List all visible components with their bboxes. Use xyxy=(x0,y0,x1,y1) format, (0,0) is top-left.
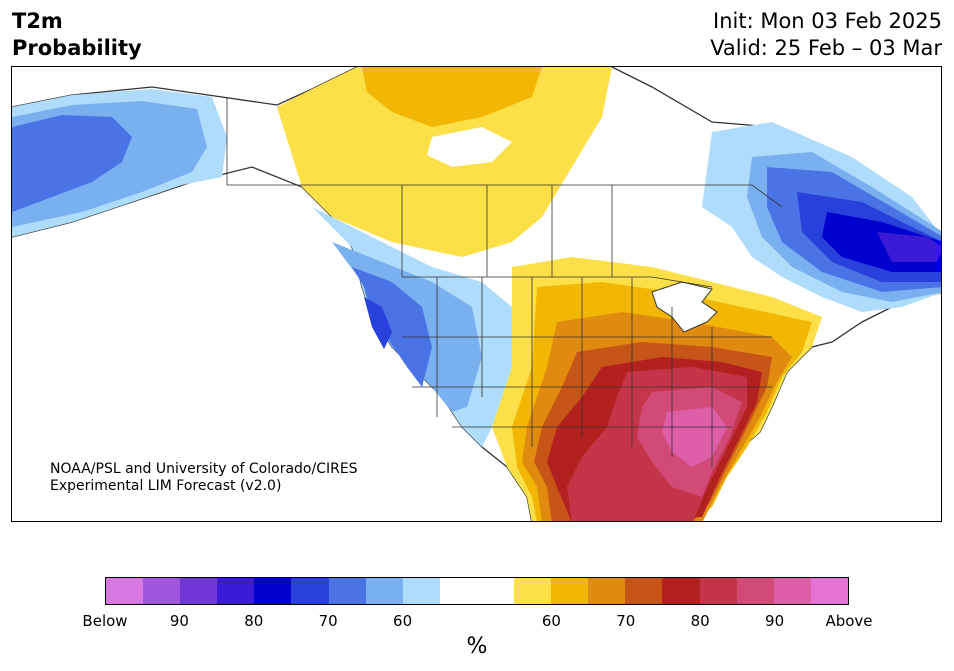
map-title: T2m Probability xyxy=(12,8,142,62)
probability-map: NOAA/PSL and University of Colorado/CIRE… xyxy=(11,66,942,522)
colorbar-segment xyxy=(773,578,811,604)
colorbar-tick-label: 90 xyxy=(765,612,785,630)
southeast-above-95 xyxy=(662,407,727,467)
colorbar-tick-label: Above xyxy=(825,612,873,630)
colorbar-segment xyxy=(365,578,403,604)
colorbar-segment xyxy=(810,578,848,604)
map-canvas xyxy=(12,67,941,521)
colorbar-segment xyxy=(106,578,144,604)
colorbar-segment xyxy=(699,578,737,604)
credit-text: NOAA/PSL and University of Colorado/CIRE… xyxy=(50,461,358,495)
colorbar-tick-label: 90 xyxy=(169,612,189,630)
colorbar-segment xyxy=(402,578,440,604)
colorbar-tick-label: 70 xyxy=(616,612,636,630)
colorbar-unit: % xyxy=(466,634,488,659)
colorbar-segment xyxy=(625,578,663,604)
colorbar-segment xyxy=(217,578,255,604)
colorbar-segment xyxy=(662,578,700,604)
hudson-bay-clear xyxy=(427,127,512,167)
alaska-below-70 xyxy=(12,115,132,212)
colorbar-tick-label: 80 xyxy=(244,612,264,630)
variable-label: T2m xyxy=(12,9,63,33)
colorbar-tick-label: Below xyxy=(82,612,128,630)
great-lakes xyxy=(651,281,718,333)
probability-colorbar xyxy=(105,577,849,605)
colorbar-segment xyxy=(439,578,477,604)
credit-line-1: NOAA/PSL and University of Colorado/CIRE… xyxy=(50,461,358,477)
init-date: Init: Mon 03 Feb 2025 xyxy=(713,9,942,33)
date-info: Init: Mon 03 Feb 2025 Valid: 25 Feb – 03… xyxy=(710,8,942,62)
canada-east-below-85 xyxy=(877,232,941,262)
colorbar-segment xyxy=(588,578,626,604)
colorbar-segment xyxy=(143,578,181,604)
colorbar-segment xyxy=(514,578,552,604)
colorbar-segment xyxy=(328,578,366,604)
colorbar-segment xyxy=(736,578,774,604)
valid-range: Valid: 25 Feb – 03 Mar xyxy=(710,36,942,60)
colorbar-tick-label: 80 xyxy=(690,612,710,630)
colorbar-tick-label: 60 xyxy=(541,612,561,630)
political-borders xyxy=(226,97,783,467)
white-areas xyxy=(427,127,718,333)
product-label: Probability xyxy=(12,36,142,60)
west-us-below-75 xyxy=(364,297,392,349)
credit-line-2: Experimental LIM Forecast (v2.0) xyxy=(50,478,282,494)
colorbar-segment xyxy=(180,578,218,604)
colorbar-segment xyxy=(476,578,515,604)
colorbar-segment xyxy=(291,578,329,604)
canada-arctic-above-65 xyxy=(362,67,542,127)
colorbar-tick-label: 70 xyxy=(318,612,338,630)
west-us-below-70 xyxy=(352,267,432,387)
colorbar-segment xyxy=(254,578,292,604)
colorbar-segment xyxy=(551,578,589,604)
colorbar-tick-label: 60 xyxy=(393,612,413,630)
